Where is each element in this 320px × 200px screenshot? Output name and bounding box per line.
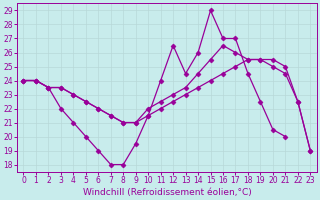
X-axis label: Windchill (Refroidissement éolien,°C): Windchill (Refroidissement éolien,°C) [83, 188, 251, 197]
